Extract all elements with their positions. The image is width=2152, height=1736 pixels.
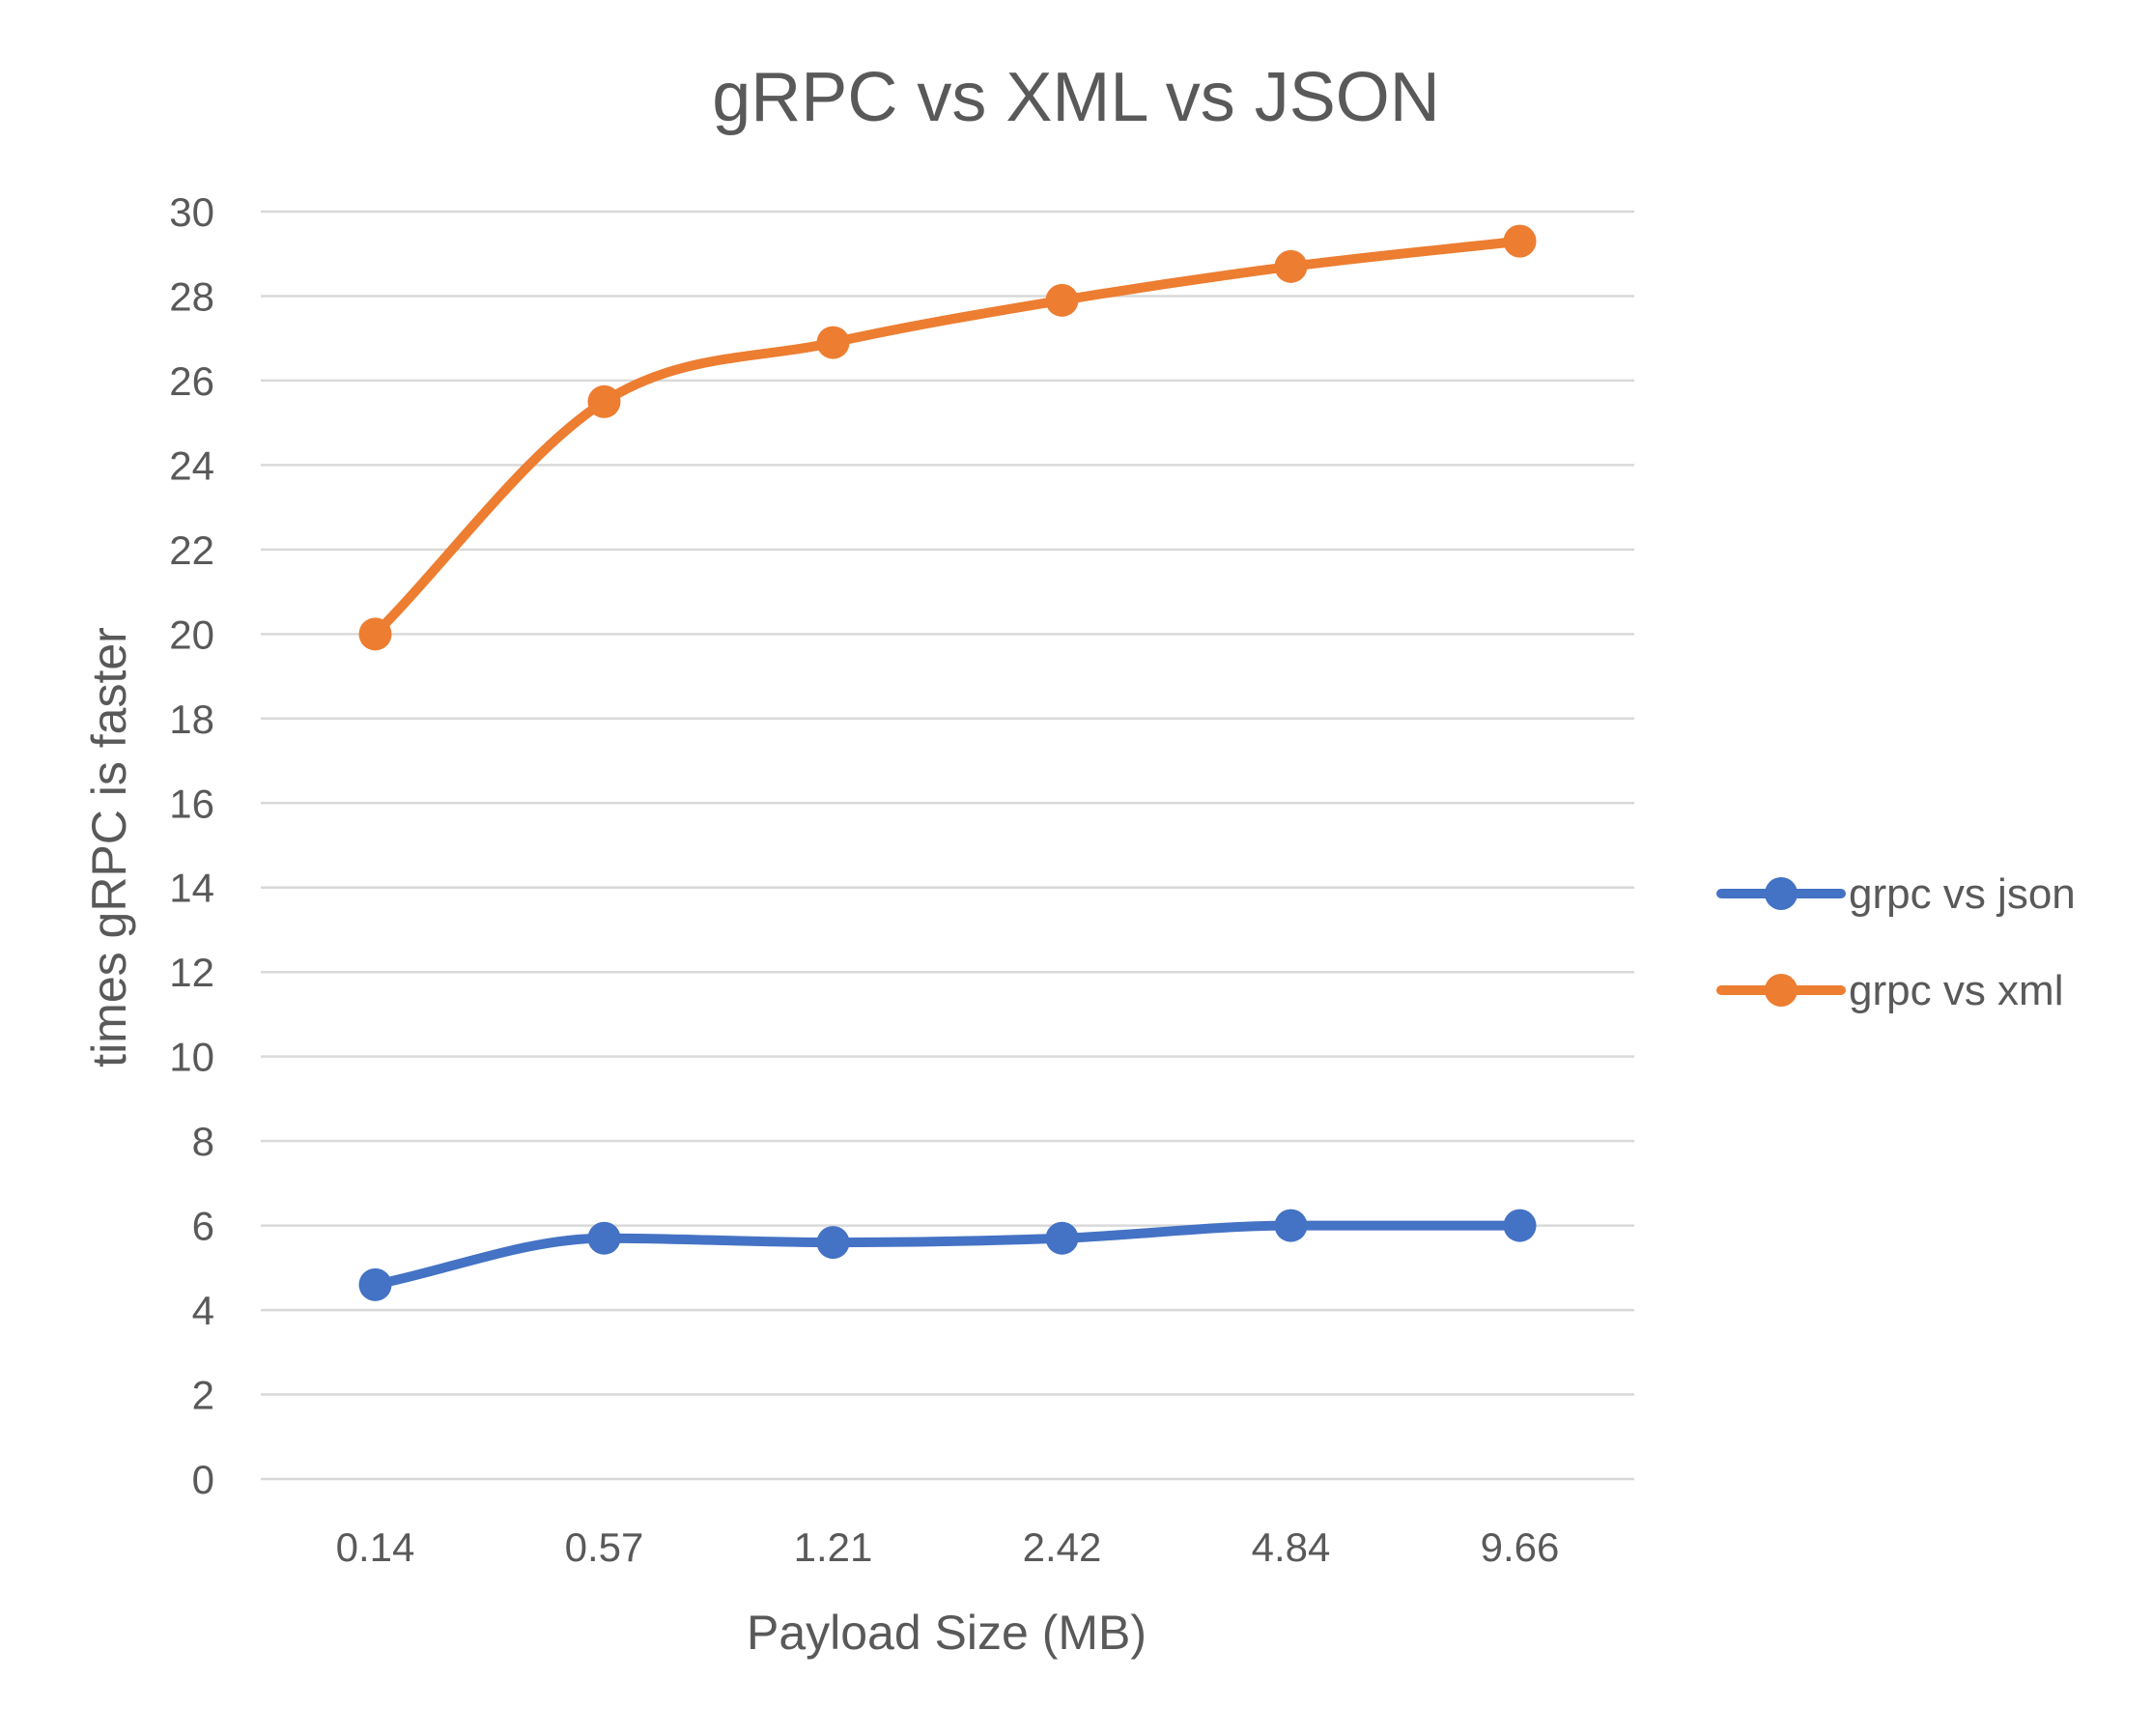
- y-tick-label: 4: [192, 1288, 214, 1333]
- legend-swatch-marker: [1765, 974, 1798, 1007]
- y-tick-label: 2: [192, 1373, 214, 1418]
- data-point-grpc-vs-json-9.66: [1503, 1209, 1537, 1242]
- series-layer: [358, 224, 1537, 1301]
- data-point-grpc-vs-json-2.42: [1045, 1221, 1079, 1255]
- x-tick-label: 9.66: [1481, 1524, 1560, 1570]
- series-line-grpc-vs-json: [370, 1220, 1525, 1290]
- y-tick-label: 14: [169, 866, 214, 911]
- series-grpc-vs-json: [358, 1209, 1537, 1301]
- y-tick-label: 26: [169, 358, 214, 404]
- data-point-grpc-vs-json-1.21: [816, 1226, 850, 1260]
- y-tick-label: 12: [169, 950, 214, 995]
- x-tick-label: 1.21: [794, 1524, 873, 1570]
- legend-item-grpc-vs-xml: grpc vs xml: [1716, 967, 2063, 1014]
- y-tick-label: 30: [169, 189, 214, 235]
- legend: grpc vs json grpc vs xml: [1716, 870, 2076, 1014]
- y-tick-label: 10: [169, 1035, 214, 1080]
- data-point-grpc-vs-xml-2.42: [1045, 283, 1079, 317]
- x-axis-ticks: 0.14 0.57 1.21 2.42 4.84 9.66: [336, 1524, 1560, 1570]
- data-point-grpc-vs-xml-4.84: [1274, 249, 1308, 283]
- y-axis-title: times gRPC is faster: [82, 627, 136, 1067]
- legend-label: grpc vs xml: [1849, 967, 2063, 1014]
- x-tick-label: 2.42: [1023, 1524, 1102, 1570]
- data-point-grpc-vs-xml-9.66: [1503, 224, 1537, 258]
- y-tick-label: 24: [169, 442, 214, 488]
- y-tick-label: 6: [192, 1204, 214, 1249]
- y-tick-label: 28: [169, 273, 214, 319]
- data-point-grpc-vs-json-4.84: [1274, 1209, 1308, 1242]
- y-tick-label: 20: [169, 612, 214, 657]
- y-tick-label: 0: [192, 1457, 214, 1502]
- y-tick-label: 8: [192, 1119, 214, 1164]
- data-point-grpc-vs-xml-0.14: [358, 617, 392, 651]
- x-tick-label: 0.14: [336, 1524, 415, 1570]
- x-axis-title: Payload Size (MB): [747, 1606, 1147, 1660]
- x-tick-label: 0.57: [565, 1524, 644, 1570]
- data-point-grpc-vs-json-0.57: [587, 1221, 621, 1255]
- data-point-grpc-vs-xml-1.21: [816, 326, 850, 359]
- y-tick-label: 16: [169, 781, 214, 826]
- x-tick-label: 4.84: [1252, 1524, 1331, 1570]
- y-tick-label: 18: [169, 697, 214, 742]
- data-point-grpc-vs-json-0.14: [358, 1267, 392, 1301]
- data-point-grpc-vs-xml-0.57: [587, 384, 621, 418]
- legend-label: grpc vs json: [1849, 870, 2076, 918]
- gridlines: [261, 210, 1634, 1481]
- y-tick-label: 22: [169, 527, 214, 573]
- series-grpc-vs-xml: [358, 224, 1537, 651]
- chart-title: gRPC vs XML vs JSON: [712, 59, 1439, 136]
- legend-item-grpc-vs-json: grpc vs json: [1716, 870, 2076, 918]
- legend-swatch-marker: [1765, 877, 1798, 910]
- series-line-grpc-vs-xml: [370, 236, 1525, 640]
